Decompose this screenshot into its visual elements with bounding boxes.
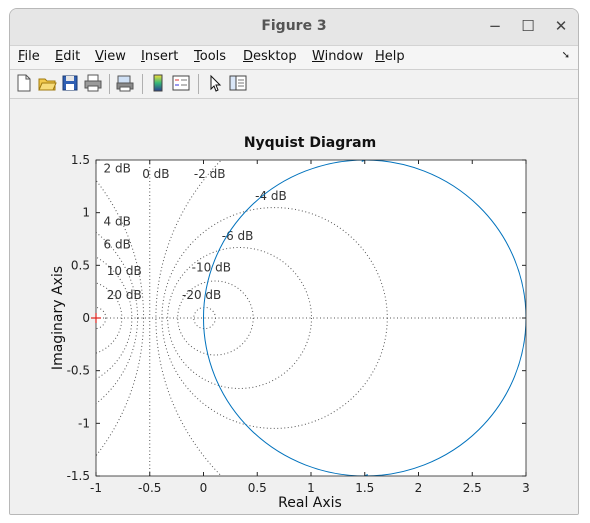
print-icon[interactable] <box>83 73 103 93</box>
menu-insert[interactable]: Insert <box>141 49 179 64</box>
y-tick-label: -1.5 <box>67 469 90 483</box>
title-bar[interactable]: Figure 3 − ☐ ✕ <box>10 9 578 46</box>
x-axis-label: Real Axis <box>278 495 342 511</box>
x-tick-label: -1 <box>90 481 102 495</box>
y-tick-label: 1.5 <box>71 153 90 167</box>
property-editor-icon[interactable] <box>228 73 248 93</box>
grid-db-label: 10 dB <box>107 264 142 278</box>
menu-edit[interactable]: Edit <box>55 49 81 64</box>
new-figure-icon[interactable] <box>14 73 34 93</box>
y-tick-label: 0.5 <box>71 258 90 272</box>
plot-area <box>96 160 526 476</box>
grid-db-label: -10 dB <box>192 261 231 275</box>
nyquist-chart[interactable]: Nyquist Diagram 2 dB 0 dB -2 dB -4 dB -6 dB -… <box>10 99 579 515</box>
grid-db-label: -20 dB <box>182 288 221 302</box>
y-axis-label: Imaginary Axis <box>50 266 66 370</box>
mcircle-grid-line <box>96 179 145 457</box>
x-tick-label: 0.5 <box>248 481 267 495</box>
grid-db-label: 4 dB <box>104 214 131 228</box>
figure-window: Figure 3 − ☐ ✕ File Edit View Insert Too… <box>9 8 579 515</box>
mcircle-grid-line <box>96 306 107 330</box>
toolbar-separator <box>109 74 110 94</box>
mcircle-grid-line <box>96 282 123 354</box>
save-icon[interactable] <box>60 73 80 93</box>
print-preview-icon[interactable] <box>115 73 135 93</box>
y-tick-label: -0.5 <box>67 364 90 378</box>
open-file-icon[interactable] <box>37 73 57 93</box>
select-arrow-icon[interactable] <box>205 73 225 93</box>
grid-db-label: 6 dB <box>104 237 131 251</box>
menu-help[interactable]: Help <box>375 49 405 64</box>
x-tick-label: -0.5 <box>138 481 161 495</box>
grid-db-label: -4 dB <box>255 189 287 203</box>
menu-view[interactable]: View <box>95 49 126 64</box>
mcircle-grid-line <box>96 231 139 405</box>
maximize-icon[interactable]: ☐ <box>521 17 535 35</box>
axis-ticks: -1 -0.5 0 0.5 1 1.5 2 2.5 31.510.50-0.5-1-1.5 <box>67 153 530 495</box>
x-tick-label: 1.5 <box>355 481 374 495</box>
figure-toolbar <box>10 70 578 99</box>
menu-window[interactable]: Window <box>312 49 364 64</box>
mcircle-grid-line <box>167 246 313 390</box>
mcircle-grid-line <box>177 280 254 356</box>
grid-db-label: 2 dB <box>104 162 131 176</box>
dock-arrow-icon[interactable]: ➘ <box>561 50 570 61</box>
menu-bar: File Edit View Insert Tools Desktop Wind… <box>10 46 578 70</box>
x-tick-label: 2 <box>415 481 423 495</box>
grid-db-label: 0 dB <box>142 167 169 181</box>
grid-db-label: 20 dB <box>107 288 142 302</box>
menu-desktop[interactable]: Desktop <box>243 49 297 64</box>
minimize-icon[interactable]: − <box>488 17 502 35</box>
insert-legend-icon[interactable] <box>171 73 191 93</box>
figure-canvas: Nyquist Diagram 2 dB 0 dB -2 dB -4 dB -6 dB -… <box>10 99 579 515</box>
window-title: Figure 3 <box>261 18 327 34</box>
grid-db-label: -2 dB <box>194 167 226 181</box>
x-tick-label: 3 <box>522 481 530 495</box>
y-tick-label: -1 <box>78 416 90 430</box>
chart-title: Nyquist Diagram <box>244 135 376 151</box>
grid-db-label: -6 dB <box>222 229 254 243</box>
toolbar-separator <box>142 74 143 94</box>
y-tick-label: 1 <box>82 206 90 220</box>
menu-file[interactable]: File <box>18 49 40 64</box>
insert-colorbar-icon[interactable] <box>148 73 168 93</box>
y-tick-label: 0 <box>82 311 90 325</box>
nyquist-curve <box>203 160 526 476</box>
close-icon[interactable]: ✕ <box>554 17 568 35</box>
menu-tools[interactable]: Tools <box>194 49 227 64</box>
x-tick-label: 1 <box>307 481 315 495</box>
mcircle-grid: 2 dB 0 dB -2 dB -4 dB -6 dB -10 dB -20 dB 4 dB 6… <box>96 160 526 476</box>
toolbar-separator <box>198 74 199 94</box>
x-tick-label: 2.5 <box>463 481 482 495</box>
x-tick-label: 0 <box>200 481 208 495</box>
